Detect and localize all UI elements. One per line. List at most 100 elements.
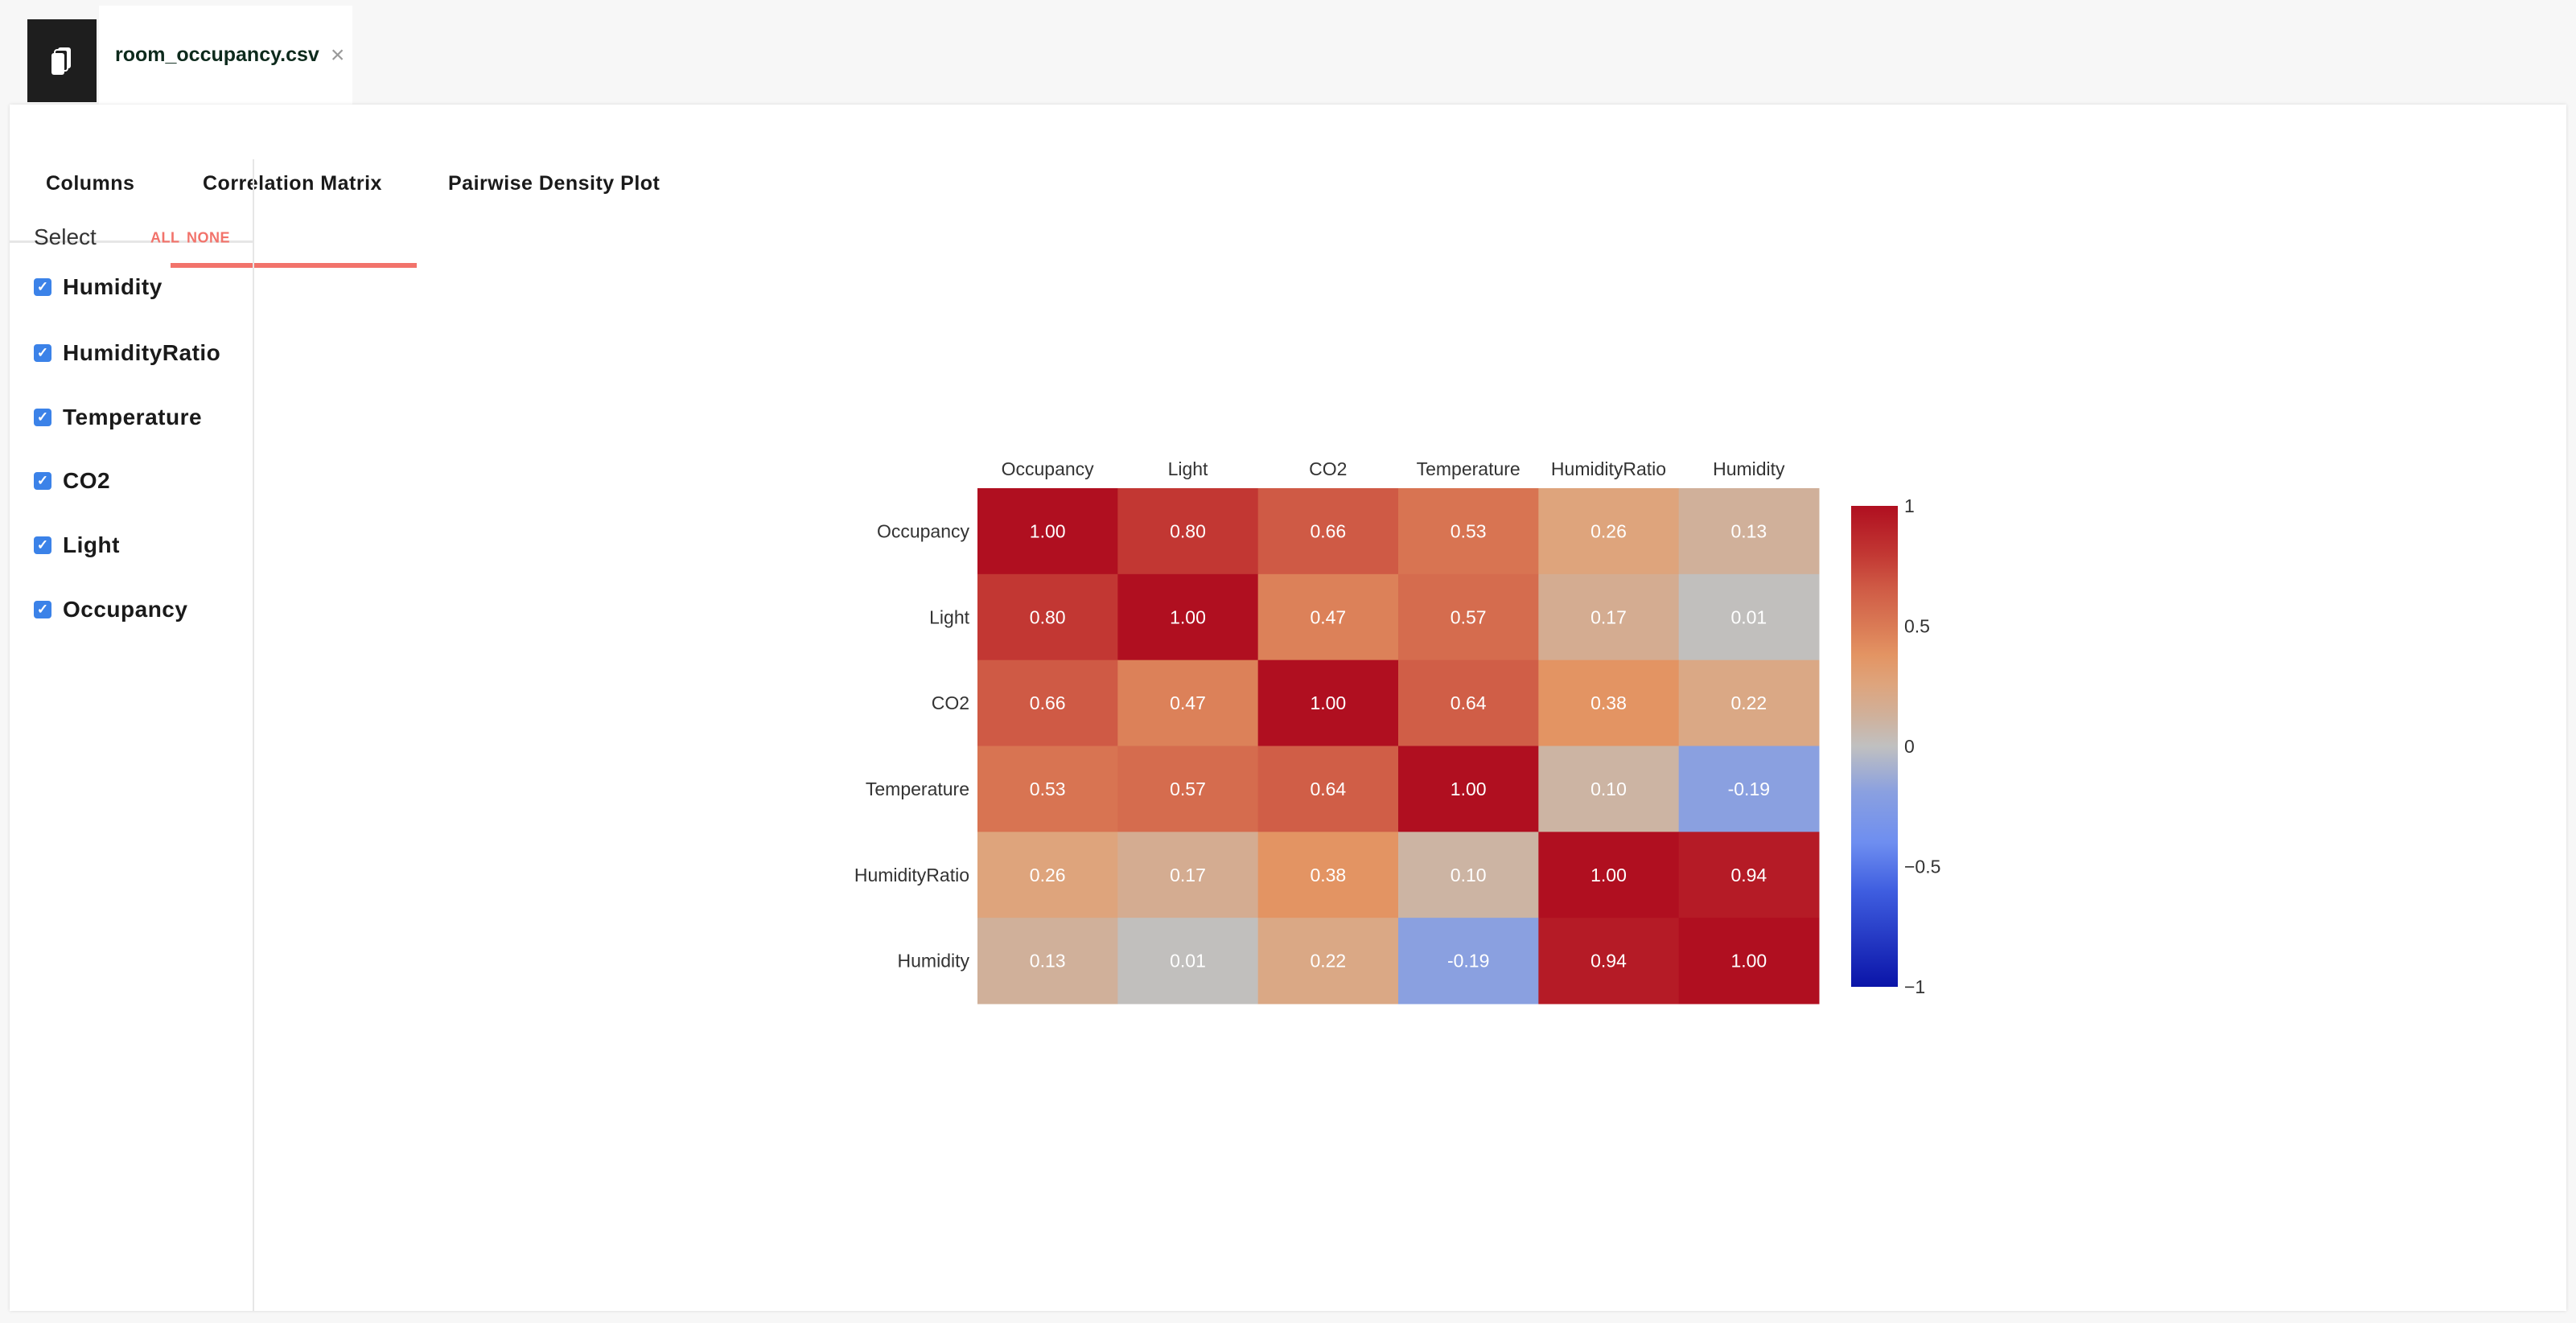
top-bar: room_occupancy.csv ×: [0, 0, 2576, 105]
tab-pairwise-density-plot[interactable]: Pairwise Density Plot: [448, 171, 660, 196]
heatmap-cell: [1678, 918, 1820, 1005]
x-tick-label: Occupancy: [1002, 458, 1095, 479]
heatmap-cell: [977, 659, 1118, 746]
cell-value-label: 0.26: [1590, 520, 1627, 541]
files-icon: [51, 47, 71, 75]
cell-value-label: 0.94: [1730, 865, 1767, 885]
heatmap-cell: [1398, 488, 1539, 575]
file-tab[interactable]: room_occupancy.csv ×: [99, 6, 352, 105]
cell-value-label: 0.66: [1310, 520, 1346, 541]
heatmap-cell: [1398, 746, 1539, 832]
cell-value-label: 0.01: [1170, 951, 1206, 972]
cell-value-label: 0.47: [1310, 606, 1346, 627]
heatmap-cell: [1257, 573, 1399, 661]
x-tick-label: Temperature: [1417, 458, 1520, 479]
tab-columns[interactable]: Columns: [46, 171, 134, 196]
cell-value-label: 0.66: [1030, 692, 1066, 713]
heatmap-cell: [1538, 746, 1680, 832]
heatmap-cell: [1117, 746, 1259, 832]
checkbox-checked-icon[interactable]: ✓: [34, 409, 51, 426]
x-tick-label: Light: [1168, 458, 1208, 479]
x-tick-label: CO2: [1309, 458, 1347, 479]
tab-correlation-matrix[interactable]: Correlation Matrix: [203, 171, 382, 196]
active-tab-indicator: [171, 263, 417, 268]
column-checkbox-humidity[interactable]: ✓ Humidity: [34, 274, 163, 300]
cell-value-label: 0.22: [1730, 692, 1767, 713]
select-none-button[interactable]: NONE: [187, 229, 231, 246]
select-all-button[interactable]: ALL: [150, 229, 180, 246]
checkbox-checked-icon[interactable]: ✓: [34, 472, 51, 490]
y-tick-label: CO2: [932, 692, 969, 713]
cell-value-label: -0.19: [1728, 779, 1770, 799]
cell-value-label: 0.17: [1170, 865, 1206, 885]
tab-label: Pairwise Density Plot: [448, 172, 660, 195]
column-label: Temperature: [63, 405, 203, 429]
colorbar-tick-label: 1: [1904, 495, 1915, 516]
heatmap-cell: [1117, 573, 1259, 661]
checkbox-checked-icon[interactable]: ✓: [34, 344, 51, 362]
cell-value-label: 1.00: [1590, 865, 1627, 885]
tab-label: Correlation Matrix: [203, 172, 382, 195]
heatmap-cell: [1398, 659, 1539, 746]
x-tick-label: HumidityRatio: [1551, 458, 1666, 479]
tab-label: Columns: [46, 172, 135, 195]
column-label: Light: [63, 532, 120, 557]
heatmap-cell: [1398, 832, 1539, 918]
cell-value-label: 0.26: [1030, 865, 1066, 885]
close-icon[interactable]: ×: [330, 41, 345, 68]
cell-value-label: 0.53: [1030, 779, 1066, 799]
cell-value-label: 1.00: [1451, 779, 1487, 799]
heatmap-cell: [977, 918, 1118, 1005]
cell-value-label: 0.13: [1030, 951, 1066, 972]
column-selector-sidebar: [10, 159, 254, 1311]
heatmap-cell: [977, 488, 1118, 575]
column-label: HumidityRatio: [63, 340, 221, 365]
colorbar: [1851, 506, 1898, 987]
colorbar-tick-label: −0.5: [1904, 857, 1940, 877]
y-tick-label: Light: [929, 606, 969, 627]
column-label: CO2: [63, 468, 111, 493]
heatmap-cell: [1398, 573, 1539, 661]
heatmap-cell: [1538, 659, 1680, 746]
cell-value-label: 0.01: [1730, 606, 1767, 627]
cell-value-label: 0.64: [1451, 692, 1487, 713]
y-tick-label: Temperature: [866, 779, 969, 799]
colorbar-tick-label: −1: [1904, 976, 1925, 997]
cell-value-label: 0.13: [1730, 520, 1767, 541]
cell-value-label: 0.57: [1451, 606, 1487, 627]
heatmap-cell: [1678, 746, 1820, 832]
app-logo[interactable]: [27, 19, 97, 102]
y-tick-label: Occupancy: [877, 520, 970, 541]
column-checkbox-co2[interactable]: ✓ CO2: [34, 468, 110, 494]
heatmap-cell: [1257, 488, 1399, 575]
heatmap-cell: [1257, 659, 1399, 746]
colorbar-tick-label: 0: [1904, 736, 1915, 757]
y-tick-label: HumidityRatio: [854, 865, 969, 885]
y-tick-label: Humidity: [898, 951, 970, 972]
checkbox-checked-icon[interactable]: ✓: [34, 536, 51, 554]
heatmap-cell: [1538, 918, 1680, 1005]
cell-value-label: -0.19: [1447, 951, 1489, 972]
cell-value-label: 0.57: [1170, 779, 1206, 799]
column-checkbox-occupancy[interactable]: ✓ Occupancy: [34, 597, 187, 622]
heatmap-cell: [1538, 832, 1680, 918]
column-label: Humidity: [63, 274, 163, 299]
heatmap-cell: [1257, 918, 1399, 1005]
cell-value-label: 0.38: [1310, 865, 1346, 885]
column-checkbox-temperature[interactable]: ✓ Temperature: [34, 405, 202, 430]
cell-value-label: 0.17: [1590, 606, 1627, 627]
heatmap-cell: [977, 573, 1118, 661]
heatmap-cell: [1678, 659, 1820, 746]
cell-value-label: 0.64: [1310, 779, 1346, 799]
checkbox-checked-icon[interactable]: ✓: [34, 278, 51, 296]
file-tab-name: room_occupancy.csv: [115, 43, 319, 66]
heatmap-cell: [1678, 573, 1820, 661]
heatmap-cell: [977, 832, 1118, 918]
checkbox-checked-icon[interactable]: ✓: [34, 601, 51, 618]
heatmap-cell: [1117, 488, 1259, 575]
column-checkbox-light[interactable]: ✓ Light: [34, 532, 120, 558]
column-checkbox-humidityratio[interactable]: ✓ HumidityRatio: [34, 340, 220, 366]
cell-value-label: 0.80: [1030, 606, 1066, 627]
